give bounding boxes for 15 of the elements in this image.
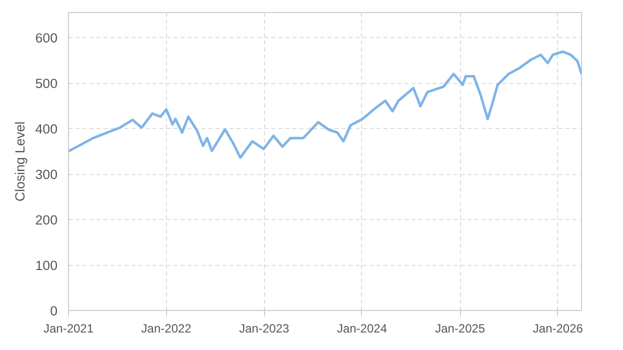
y-tick-label: 200	[35, 212, 58, 228]
y-axis-title: Closing Level	[12, 121, 28, 202]
y-tick-label: 0	[50, 304, 58, 318]
y-tick-label: 300	[35, 167, 58, 182]
x-tick-label: Jan-2022	[141, 322, 192, 336]
x-tick-label: Jan-2021	[43, 322, 94, 336]
y-tick-label: 500	[35, 76, 58, 92]
y-tick-label: 600	[35, 30, 58, 46]
x-tick-label: Jan-2024	[336, 322, 388, 336]
line-series	[68, 50, 582, 159]
y-tick-label: 400	[35, 122, 58, 137]
x-tick-label: Jan-2026	[532, 322, 584, 336]
x-tick-label: Jan-2023	[239, 322, 290, 336]
y-tick-label: 100	[35, 258, 58, 274]
x-tick-label: Jan-2025	[435, 322, 486, 336]
